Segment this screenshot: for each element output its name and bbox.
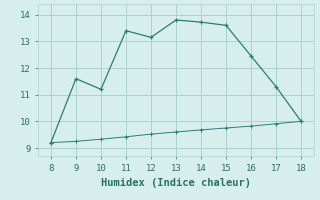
X-axis label: Humidex (Indice chaleur): Humidex (Indice chaleur): [101, 178, 251, 188]
